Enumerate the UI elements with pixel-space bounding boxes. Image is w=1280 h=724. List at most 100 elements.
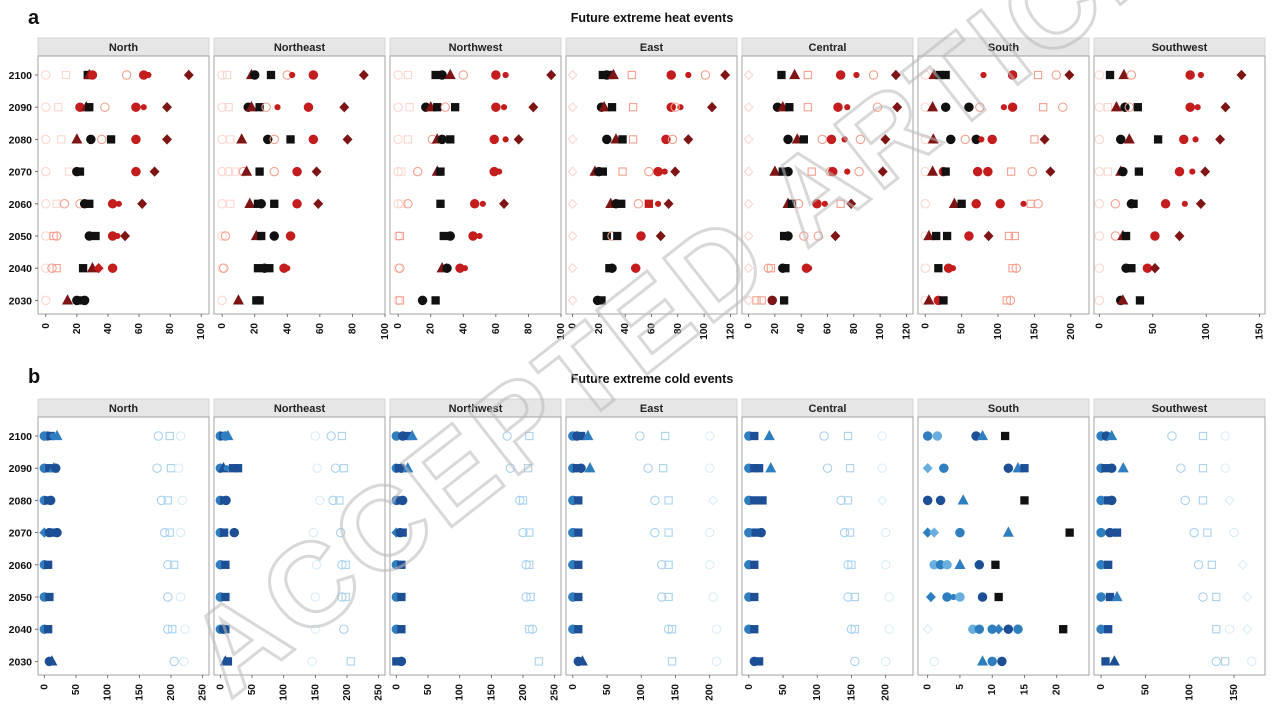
data-point <box>523 464 533 473</box>
data-point <box>1094 231 1105 241</box>
data-point <box>491 102 501 112</box>
data-point <box>446 135 455 144</box>
data-point <box>854 166 864 177</box>
data-point <box>223 166 234 177</box>
data-point <box>140 104 147 111</box>
x-tick-label: 20 <box>72 323 83 335</box>
data-point <box>437 70 447 80</box>
data-point <box>1108 655 1120 666</box>
data-point <box>1013 624 1023 634</box>
data-point <box>461 265 469 272</box>
data-point <box>607 263 617 273</box>
data-point <box>41 199 51 209</box>
data-point <box>757 296 766 305</box>
data-point <box>1160 199 1171 209</box>
data-point <box>180 624 190 634</box>
data-point <box>1101 657 1110 666</box>
data-point <box>525 560 534 569</box>
data-point <box>1105 70 1115 80</box>
data-point <box>1150 231 1160 241</box>
facet-central: Central 0 20 40 60 80 100 120 <box>741 37 914 340</box>
panel-title-cold: Future extreme cold events <box>571 372 734 386</box>
data-point <box>163 592 173 602</box>
data-point <box>546 69 557 81</box>
data-point <box>217 102 227 112</box>
data-point <box>1242 591 1253 603</box>
data-point <box>993 624 1004 635</box>
data-point <box>162 134 172 145</box>
data-point <box>403 135 413 144</box>
data-point <box>1185 70 1195 80</box>
facet-strip-label: Northeast <box>274 403 326 415</box>
data-point <box>131 166 141 177</box>
data-point <box>707 102 717 113</box>
data-point <box>1236 69 1247 81</box>
data-point <box>500 104 508 111</box>
data-point <box>175 527 186 538</box>
x-tick-label: 50 <box>778 684 789 696</box>
x-tick-label: 150 <box>670 684 681 701</box>
data-point <box>502 431 512 441</box>
data-point <box>121 70 132 80</box>
data-point <box>844 168 851 175</box>
panel-letter-a: a <box>28 7 40 29</box>
data-point <box>1112 528 1122 537</box>
x-tick-label: 120 <box>725 323 736 340</box>
data-point <box>704 431 715 441</box>
facet-strip-label: Central <box>809 403 847 415</box>
data-point <box>567 134 578 145</box>
y-tick-label: 2040 <box>9 263 33 275</box>
facet-northeast: Northeast 0 20 40 60 80 100 <box>213 37 391 340</box>
data-point <box>945 134 956 145</box>
data-point <box>964 102 974 112</box>
data-point <box>650 495 660 506</box>
data-point <box>224 103 233 112</box>
data-point <box>445 231 456 241</box>
data-point <box>1002 526 1014 537</box>
x-tick-label: 0 <box>568 684 579 690</box>
data-point <box>972 166 983 177</box>
data-point <box>79 295 90 306</box>
data-point <box>87 70 98 80</box>
x-tick-label: 60 <box>315 323 326 335</box>
y-tick-label: 2070 <box>9 167 33 179</box>
data-point <box>633 199 644 209</box>
data-point <box>843 496 853 505</box>
data-point <box>491 70 501 80</box>
data-point <box>152 463 162 473</box>
data-point <box>335 527 346 538</box>
data-point <box>86 134 96 145</box>
data-point <box>1020 464 1029 473</box>
data-point <box>1106 495 1117 506</box>
data-point <box>513 134 524 145</box>
data-point <box>425 101 437 112</box>
data-point <box>1008 264 1017 273</box>
data-point <box>266 70 276 80</box>
data-point <box>496 168 503 175</box>
data-point <box>635 431 645 441</box>
data-point <box>476 232 483 240</box>
data-point <box>499 198 509 209</box>
data-point <box>664 528 673 537</box>
data-point <box>61 70 71 80</box>
data-point <box>1179 134 1189 145</box>
data-point <box>1237 559 1248 570</box>
data-point <box>518 496 528 505</box>
data-point <box>518 527 528 538</box>
data-point <box>221 495 231 506</box>
data-point <box>1117 294 1129 305</box>
data-point <box>436 199 445 208</box>
x-tick-label: 5 <box>955 684 966 690</box>
data-point <box>393 295 403 306</box>
data-point <box>229 527 240 538</box>
facet-south: South 0 50 100 150 200 <box>917 37 1090 340</box>
data-point <box>41 263 51 273</box>
data-point <box>935 495 946 506</box>
x-tick-label: 150 <box>846 684 857 701</box>
data-point <box>826 134 837 145</box>
data-point <box>41 166 51 177</box>
data-point <box>468 231 478 241</box>
data-point <box>799 135 808 144</box>
x-tick-label: 100 <box>279 684 290 701</box>
